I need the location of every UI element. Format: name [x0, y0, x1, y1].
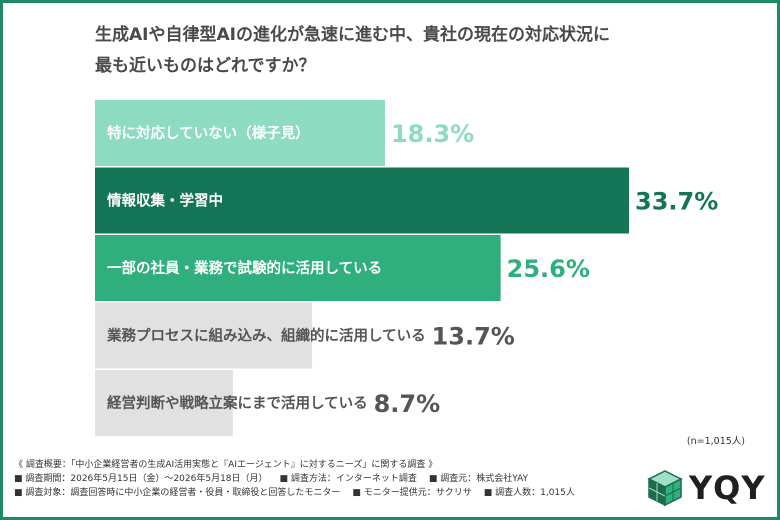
cube-logo-icon [647, 470, 683, 507]
survey-period: ■ 調査期間：2026年5月15日（金）〜2026年5月18日（月） [14, 474, 268, 484]
logo-wordmark: YQY [689, 469, 766, 507]
question-line-2: 最も近いものはどれですか？ [95, 56, 316, 76]
survey-overview: 《 調査概要：「中小企業経営者の生成AI活用実態と『AIエージェント』に対するニ… [14, 460, 438, 470]
question-title: 生成AIや自律型AIの進化が急速に進む中、貴社の現在の対応状況に 最も近いものは… [95, 20, 745, 82]
survey-target: ■ 調査対象：調査回答時に中小企業の経営者・役員・取締役と回答したモニター [14, 488, 341, 498]
survey-count: ■ 調査人数：1,015人 [483, 488, 575, 498]
question-line-1: 生成AIや自律型AIの進化が急速に進む中、貴社の現在の対応状況に [95, 25, 610, 45]
survey-footer: 《 調査概要：「中小企業経営者の生成AI活用実態と『AIエージェント』に対するニ… [14, 458, 634, 500]
survey-method: ■ 調査方法：インターネット調査 [279, 474, 417, 484]
company-logo: YQY [647, 469, 766, 507]
survey-source: ■ 調査元：株式会社YAY [428, 474, 529, 484]
sample-size-note: (n=1,015人) [686, 436, 745, 447]
survey-provider: ■ モニター提供元：サクリサ [352, 488, 472, 498]
